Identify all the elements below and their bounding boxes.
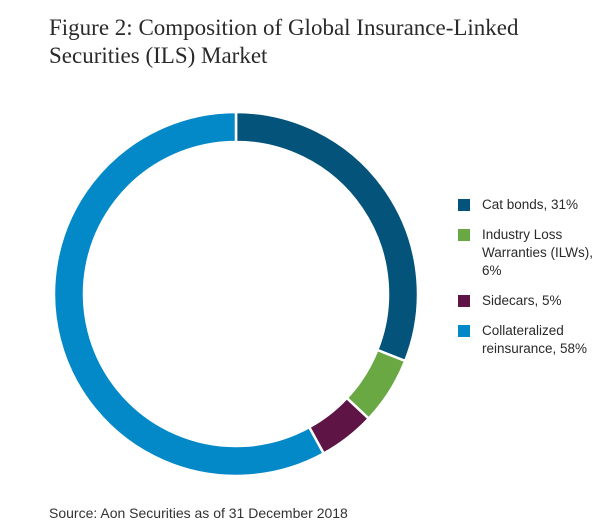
legend-item-sidecars: Sidecars, 5% (458, 292, 599, 310)
legend-item-ilws: Industry Loss Warranties (ILWs), 6% (458, 226, 599, 280)
donut-slice-cat-bonds (234, 110, 420, 363)
legend-swatch-sidecars (458, 295, 470, 307)
legend-label-cat-bonds: Cat bonds, 31% (482, 197, 579, 212)
source-note: Source: Aon Securities as of 31 December… (49, 505, 348, 521)
legend-label-ilws: Industry Loss Warranties (ILWs), 6% (482, 227, 594, 278)
chart-legend: Cat bonds, 31% Industry Loss Warranties … (458, 196, 599, 370)
chart-title: Figure 2: Composition of Global Insuranc… (49, 14, 589, 70)
legend-swatch-collateralized-reinsurance (458, 325, 470, 337)
chart-title-line-2: Securities (ILS) Market (49, 43, 268, 68)
legend-item-cat-bonds: Cat bonds, 31% (458, 196, 599, 214)
legend-label-collateralized-reinsurance: Collateralized reinsurance, 58% (482, 323, 588, 356)
legend-swatch-cat-bonds (458, 199, 470, 211)
legend-item-collateralized-reinsurance: Collateralized reinsurance, 58% (458, 322, 599, 358)
legend-swatch-ilws (458, 229, 470, 241)
legend-label-sidecars: Sidecars, 5% (482, 293, 562, 308)
donut-slice-collateralized-reinsurance (52, 110, 326, 478)
chart-title-line-1: Figure 2: Composition of Global Insuranc… (49, 15, 519, 40)
